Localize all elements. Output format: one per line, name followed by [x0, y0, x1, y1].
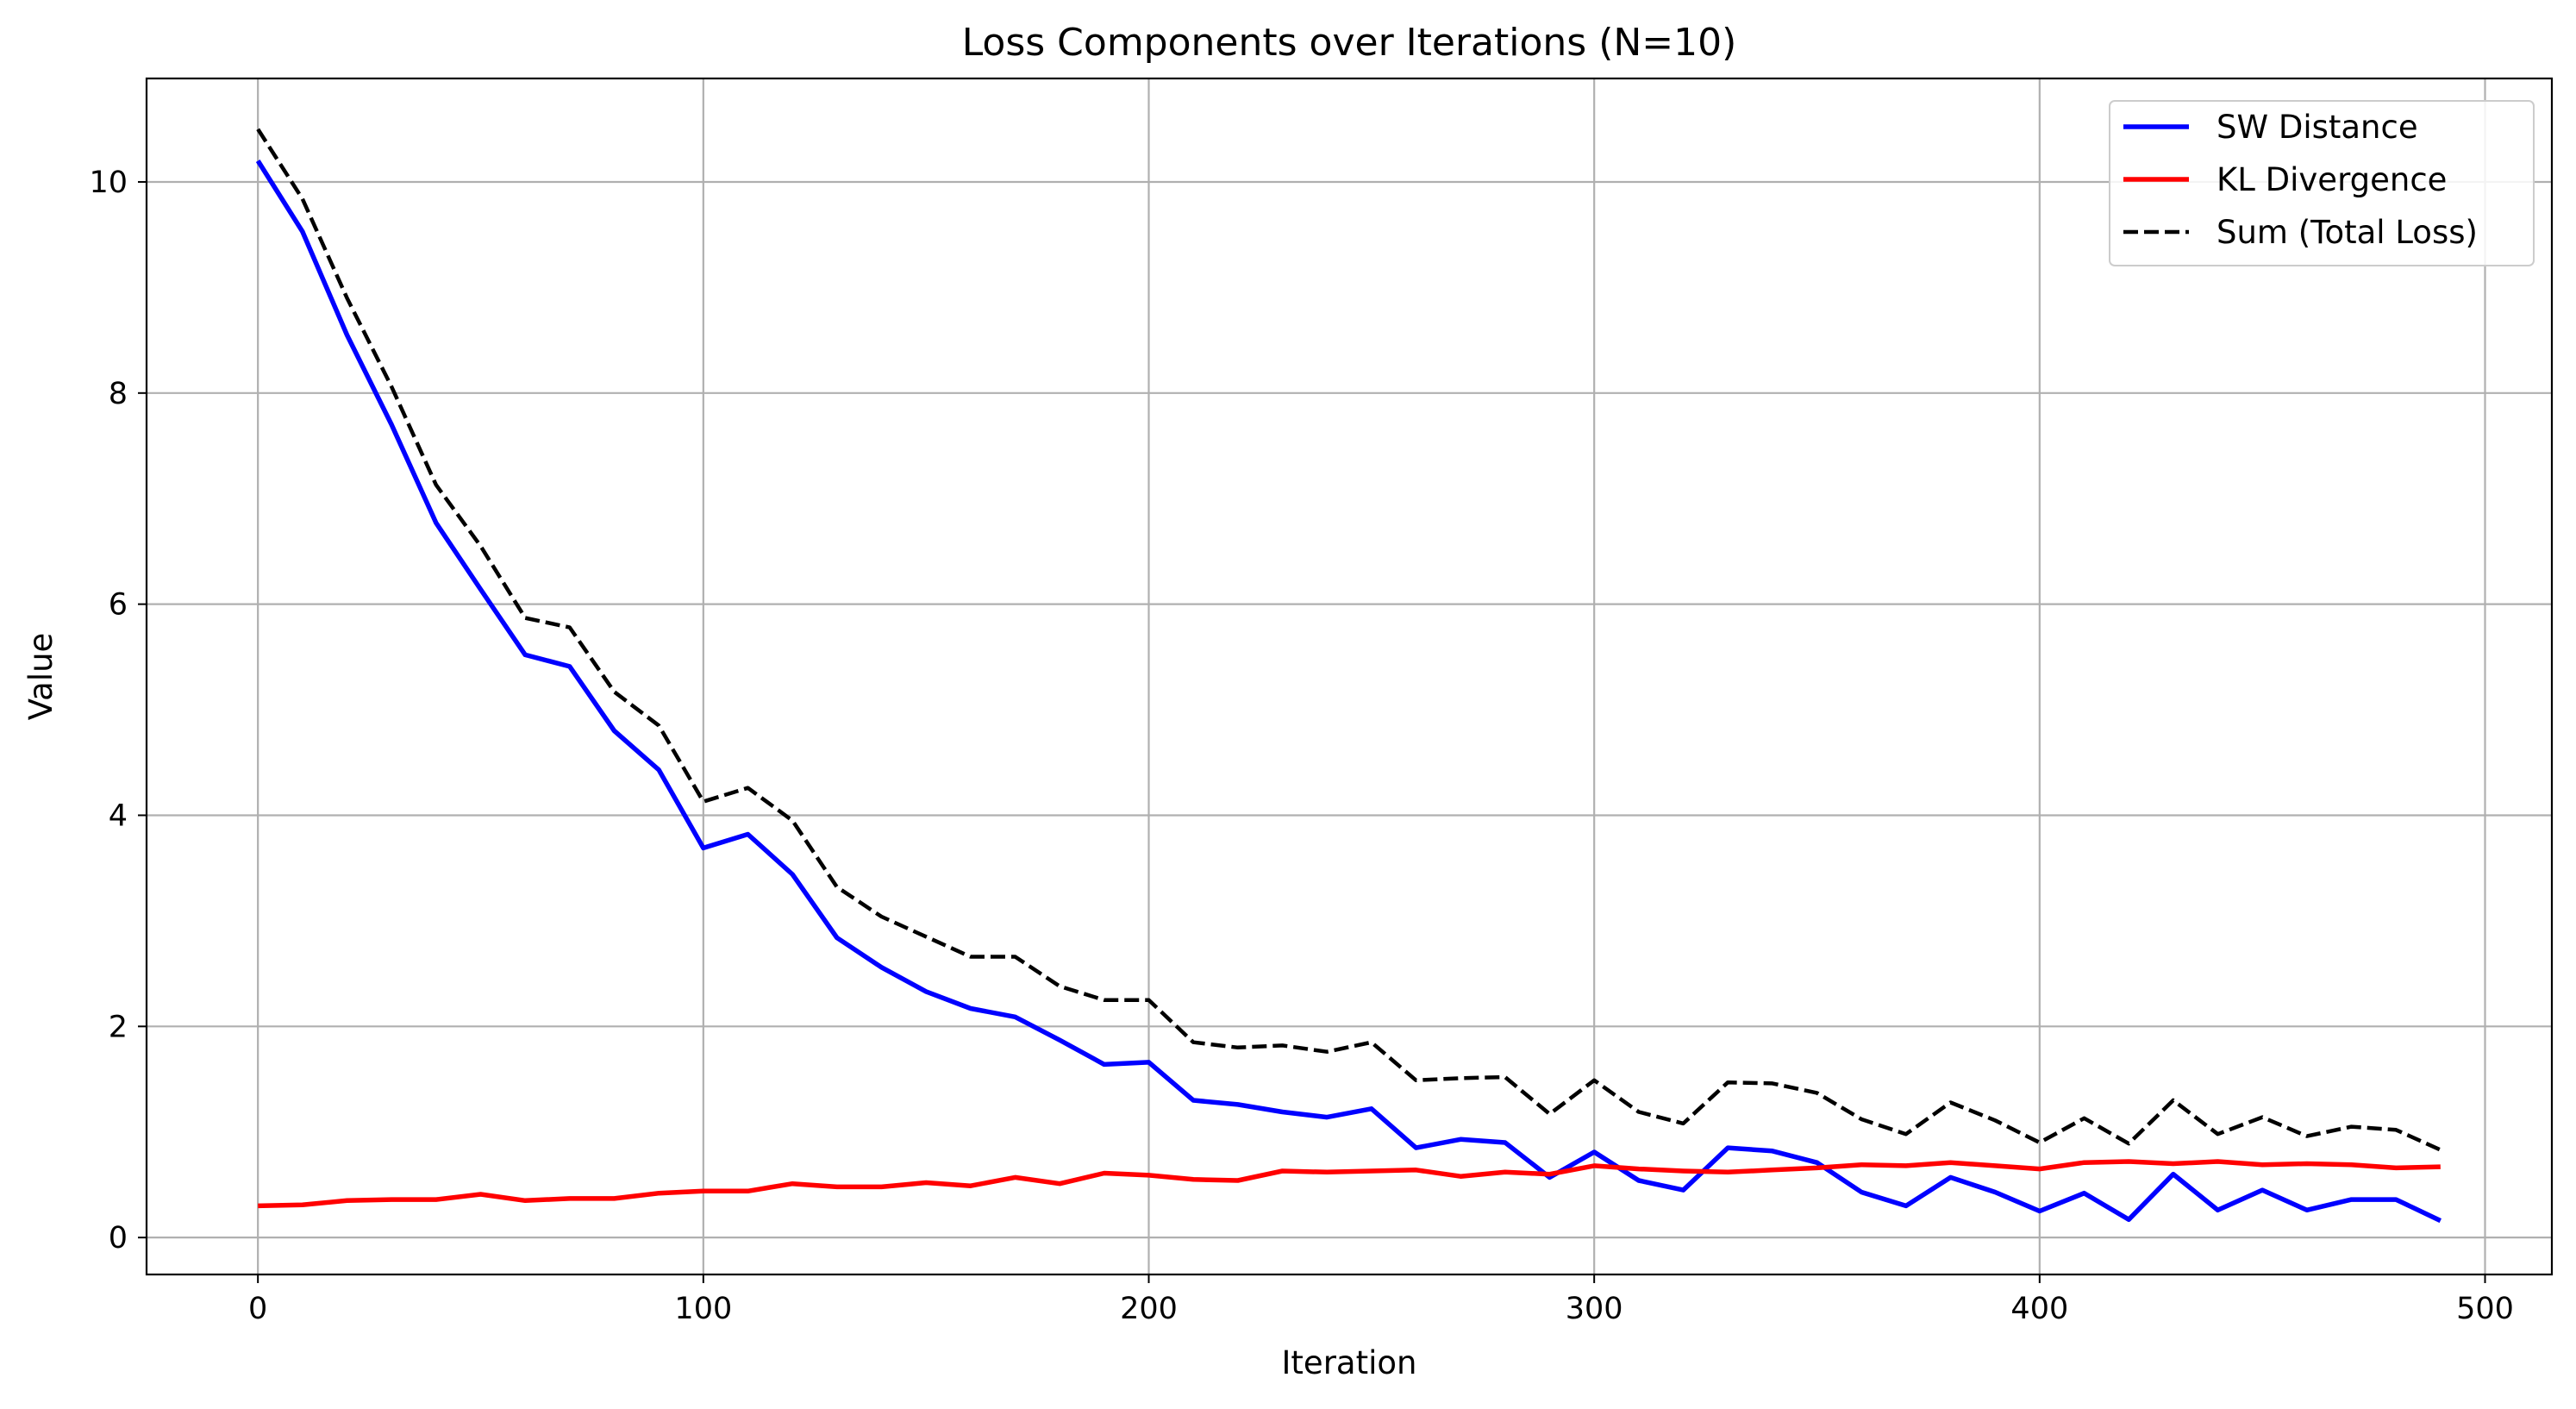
x-axis-label: Iteration — [1282, 1344, 1417, 1381]
x-tick-label: 400 — [2010, 1292, 2068, 1326]
x-tick-label: 100 — [674, 1292, 732, 1326]
series-line-sum-total-loss — [256, 128, 2442, 1152]
series-line-kl-divergence — [258, 1159, 2441, 1209]
y-tick-label: 2 — [109, 1010, 128, 1044]
y-tick-label: 0 — [109, 1221, 128, 1256]
legend: SW Distance KL Divergence Sum (Total Loss) — [2109, 100, 2535, 266]
x-tick-label: 200 — [1120, 1292, 1178, 1326]
x-tick-label: 500 — [2456, 1292, 2514, 1326]
series-lines — [255, 128, 2442, 1224]
y-axis-label: Value — [22, 633, 59, 721]
x-tick-label: 300 — [1566, 1292, 1623, 1326]
y-tick-label: 8 — [109, 377, 128, 411]
legend-box — [2109, 100, 2535, 266]
legend-label: SW Distance — [2216, 109, 2418, 146]
x-tick-label: 0 — [248, 1292, 267, 1326]
axis-ticks: 0 100 200 300 400 500 0 2 4 6 8 10 — [89, 166, 2513, 1326]
plot-frame — [145, 77, 2554, 1276]
legend-label: KL Divergence — [2216, 161, 2447, 198]
chart-title: Loss Components over Iterations (N=10) — [962, 21, 1737, 65]
grid — [147, 78, 2552, 1274]
y-tick-label: 10 — [89, 166, 128, 200]
y-tick-label: 6 — [109, 588, 128, 623]
y-tick-label: 4 — [109, 798, 128, 833]
legend-label: Sum (Total Loss) — [2216, 214, 2478, 251]
series-line-sw-distance — [255, 160, 2442, 1224]
